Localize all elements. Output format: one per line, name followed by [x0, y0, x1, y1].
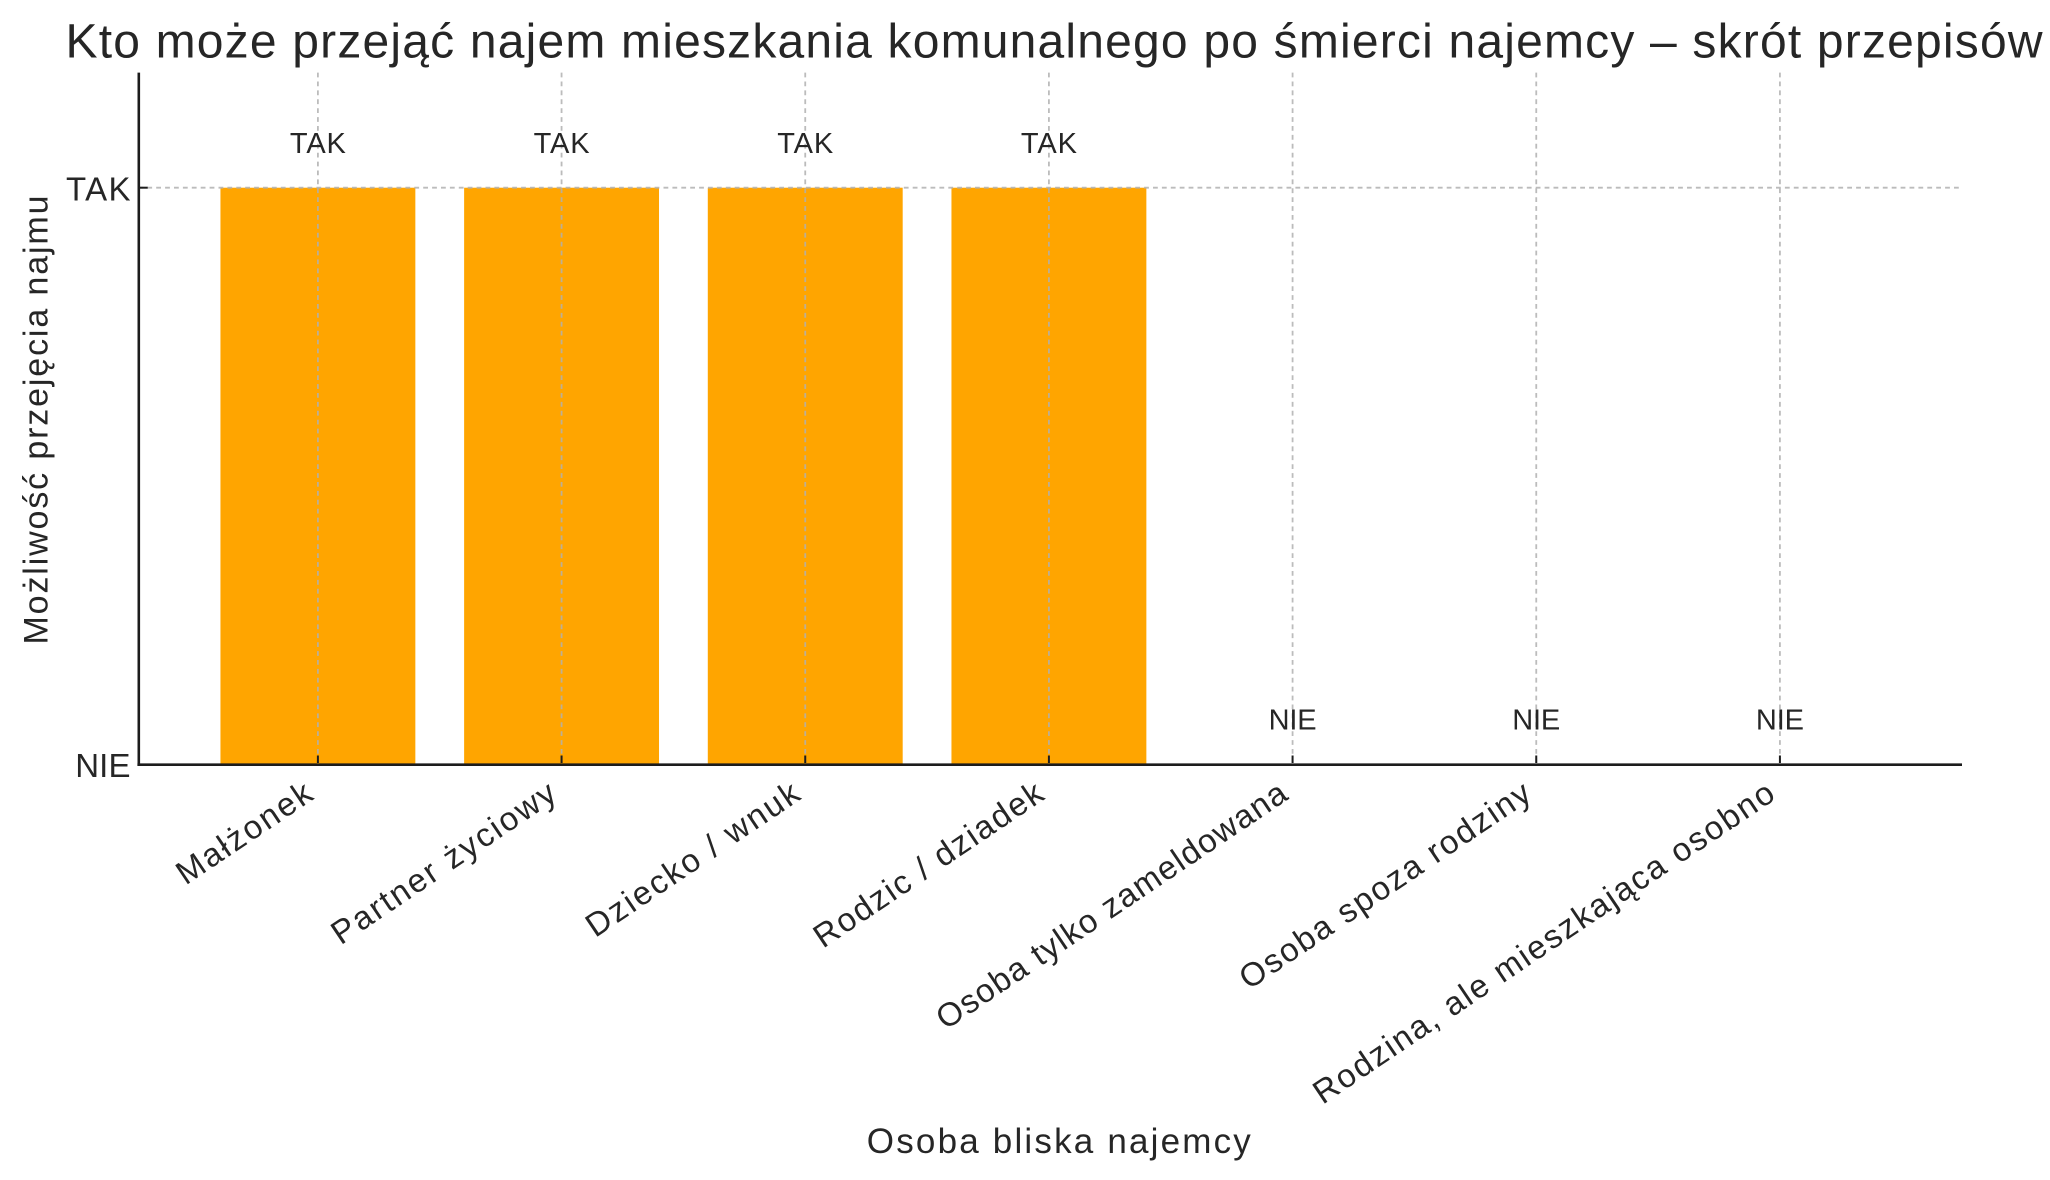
svg-text:NIE: NIE	[1269, 705, 1317, 737]
svg-text:Osoba bliska najemcy: Osoba bliska najemcy	[867, 1122, 1252, 1161]
svg-text:Możliwość przejęcia najmu: Możliwość przejęcia najmu	[18, 196, 56, 645]
svg-text:NIE: NIE	[1512, 705, 1560, 737]
svg-text:TAK: TAK	[1021, 128, 1078, 160]
svg-text:NIE: NIE	[1756, 705, 1804, 737]
svg-text:Kto może przejąć najem mieszka: Kto może przejąć najem mieszkania komuna…	[66, 16, 2043, 69]
svg-text:NIE: NIE	[75, 747, 130, 784]
svg-text:TAK: TAK	[534, 128, 591, 160]
svg-text:TAK: TAK	[777, 128, 834, 160]
svg-text:TAK: TAK	[66, 171, 131, 208]
svg-text:TAK: TAK	[290, 128, 347, 160]
